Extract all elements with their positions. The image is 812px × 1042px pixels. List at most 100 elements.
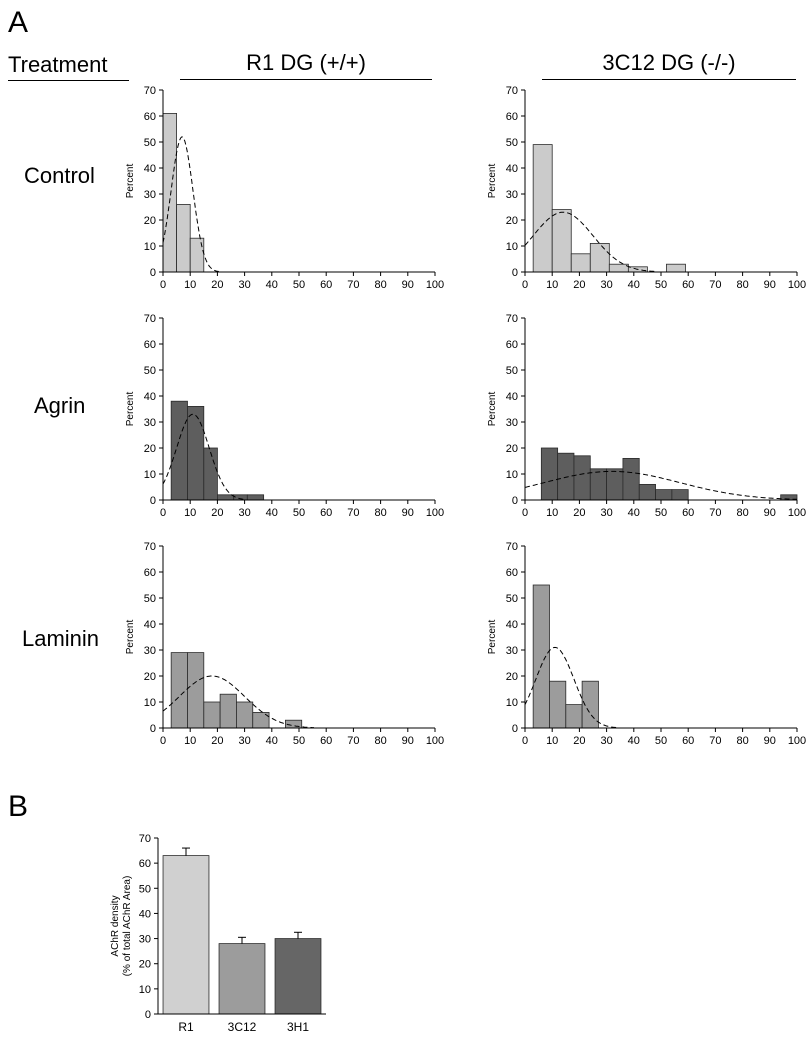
y-tick-label: 60 (506, 567, 518, 579)
y-tick-label: 10 (139, 984, 151, 996)
y-tick-label: 10 (506, 469, 518, 481)
fit-curve (162, 136, 219, 272)
y-tick-label: 70 (139, 833, 151, 845)
x-axis-label: AChR cluster area (∝m²) (233, 522, 365, 523)
x-tick-label: 30 (600, 279, 612, 291)
y-tick-label: 0 (150, 495, 156, 507)
x-tick-label: 90 (764, 507, 776, 519)
x-tick-label: 20 (573, 735, 585, 747)
y-tick-label: 0 (512, 495, 518, 507)
y-axis-label: Percent (487, 164, 498, 199)
histogram-control-r1: 0 10 20 30 40 50 60 70 0 10 20 30 40 50 60 70 80 90 100 Per… (125, 85, 444, 295)
x-tick-label: 30 (238, 735, 250, 747)
histogram-bar (557, 452, 575, 501)
y-tick-label: 10 (144, 469, 156, 481)
x-tick-label: 80 (736, 507, 748, 519)
y-tick-label: 50 (144, 137, 156, 149)
x-tick-label: 0 (160, 279, 166, 291)
y-tick-label: 40 (506, 619, 518, 631)
x-tick-label: 10 (546, 735, 558, 747)
category-label: 3C12 (228, 1020, 257, 1034)
x-tick-label: 10 (546, 279, 558, 291)
y-axis-label: Percent (125, 164, 136, 199)
y-tick-label: 20 (144, 671, 156, 683)
histogram-bar (606, 468, 624, 501)
histogram-bar (565, 704, 583, 729)
column-title-3c12: 3C12 DG (-/-) (602, 50, 736, 75)
y-tick-label: 0 (512, 723, 518, 735)
histogram-bar (187, 406, 205, 501)
y-tick-label: 30 (139, 934, 151, 946)
x-tick-label: 60 (682, 507, 694, 519)
y-tick-label: 50 (144, 365, 156, 377)
x-axis-label: AChR cluster area (∝m²) (233, 294, 365, 295)
x-tick-label: 100 (788, 735, 806, 747)
x-tick-label: 30 (600, 507, 612, 519)
x-tick-label: 50 (293, 279, 305, 291)
y-tick-label: 10 (506, 697, 518, 709)
x-tick-label: 0 (522, 507, 528, 519)
panel-a-letter: A (8, 6, 29, 39)
x-axis-label: AChR cluster area (∝m²) (595, 294, 727, 295)
x-tick-label: 40 (266, 279, 278, 291)
x-tick-label: 100 (788, 507, 806, 519)
x-tick-label: 100 (426, 279, 444, 291)
x-tick-label: 40 (266, 735, 278, 747)
x-tick-label: 100 (788, 279, 806, 291)
x-tick-label: 20 (573, 507, 585, 519)
histogram-bar (532, 144, 553, 273)
category-label: 3H1 (287, 1020, 309, 1034)
x-tick-label: 70 (347, 735, 359, 747)
histogram-agrin-r1: 0 10 20 30 40 50 60 70 0 10 20 30 40 50 60 70 80 90 100 Per… (125, 313, 444, 523)
y-tick-label: 70 (144, 85, 156, 97)
histogram-bar (162, 113, 178, 273)
x-tick-label: 60 (682, 279, 694, 291)
y-tick-label: 30 (144, 417, 156, 429)
x-tick-label: 30 (238, 507, 250, 519)
x-tick-label: 90 (402, 279, 414, 291)
x-tick-label: 70 (709, 279, 721, 291)
x-axis-label: AChR cluster area (∝m²) (595, 750, 727, 751)
y-tick-label: 50 (506, 137, 518, 149)
y-tick-label: 20 (506, 215, 518, 227)
column-rule-3c12 (542, 79, 796, 80)
histogram-bar (666, 263, 686, 273)
y-tick-label: 10 (506, 241, 518, 253)
y-tick-label: 70 (506, 85, 518, 97)
y-tick-label: 0 (150, 723, 156, 735)
x-tick-label: 70 (709, 735, 721, 747)
y-tick-label: 60 (144, 111, 156, 123)
x-tick-label: 80 (736, 279, 748, 291)
x-tick-label: 50 (655, 279, 667, 291)
histogram-bar (671, 489, 689, 501)
y-tick-label: 70 (144, 541, 156, 553)
x-tick-label: 100 (426, 507, 444, 519)
y-tick-label: 60 (144, 339, 156, 351)
y-tick-label: 40 (144, 619, 156, 631)
y-tick-label: 60 (144, 567, 156, 579)
x-tick-label: 50 (655, 507, 667, 519)
y-tick-label: 0 (145, 1009, 151, 1021)
y-tick-label: 40 (506, 163, 518, 175)
histogram-bar (170, 400, 188, 501)
y-tick-label: 60 (506, 339, 518, 351)
x-tick-label: 20 (211, 279, 223, 291)
y-tick-label: 30 (506, 417, 518, 429)
x-tick-label: 20 (211, 735, 223, 747)
histogram-bar (187, 652, 205, 729)
y-tick-label: 70 (506, 541, 518, 553)
y-axis-label: Percent (487, 620, 498, 655)
x-tick-label: 70 (347, 507, 359, 519)
x-tick-label: 60 (320, 279, 332, 291)
y-tick-label: 40 (144, 391, 156, 403)
y-tick-label: 60 (506, 111, 518, 123)
y-tick-label: 0 (150, 267, 156, 279)
x-tick-label: 80 (736, 735, 748, 747)
x-tick-label: 60 (320, 507, 332, 519)
histogram-bar (217, 494, 235, 501)
x-tick-label: 40 (628, 279, 640, 291)
y-tick-label: 30 (506, 645, 518, 657)
x-tick-label: 90 (402, 507, 414, 519)
histogram-bar (551, 209, 572, 273)
histogram-bar (608, 263, 629, 273)
